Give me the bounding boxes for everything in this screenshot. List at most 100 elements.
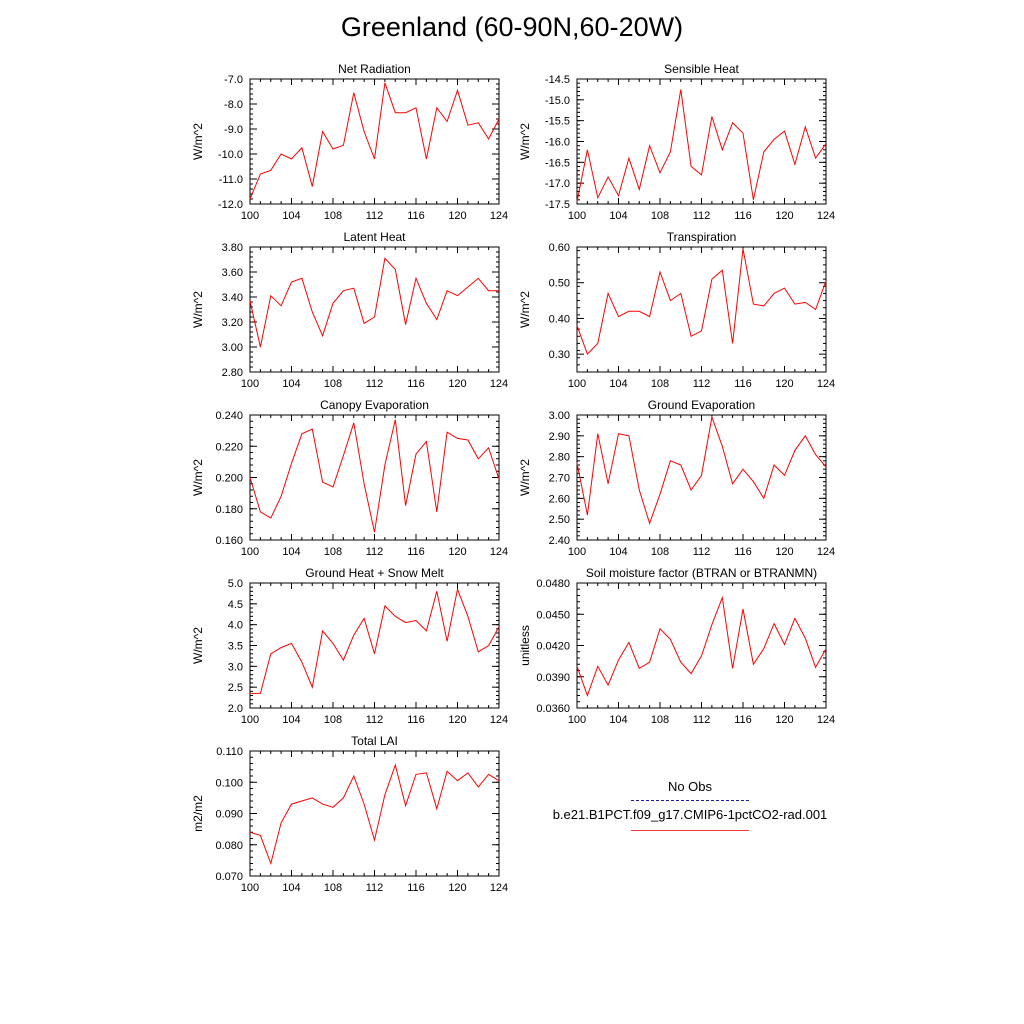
y-tick-label: 0.070 xyxy=(215,871,243,883)
y-tick-label: 2.5 xyxy=(228,682,243,694)
y-tick-label: -11.0 xyxy=(219,174,243,186)
x-tick-label: 108 xyxy=(651,714,669,726)
legend-obs-label: No Obs xyxy=(667,779,713,794)
x-tick-label: 124 xyxy=(490,378,508,390)
x-tick-label: 104 xyxy=(282,882,300,894)
y-tick-label: -16.0 xyxy=(545,137,570,149)
panel-title: Transpiration xyxy=(667,230,737,244)
y-tick-label: 4.0 xyxy=(228,620,243,632)
x-tick-label: 120 xyxy=(448,378,466,390)
y-axis-label: unitless xyxy=(518,625,532,666)
y-tick-label: 2.0 xyxy=(228,703,243,715)
y-tick-label: 0.200 xyxy=(215,473,243,485)
y-axis-label: W/m^2 xyxy=(518,123,532,160)
plot-frame xyxy=(249,246,500,373)
plot-frame xyxy=(576,78,827,205)
x-tick-label: 100 xyxy=(241,210,259,222)
x-tick-label: 112 xyxy=(693,546,711,558)
x-tick-label: 112 xyxy=(693,210,711,222)
x-tick-label: 100 xyxy=(568,378,586,390)
x-tick-label: 116 xyxy=(734,714,752,726)
panel-3: Latent Heat W/m^2 100 104 108 112 116 120 124 2.8… xyxy=(191,230,508,390)
legend-obs-line xyxy=(631,800,749,801)
y-tick-label: 2.50 xyxy=(549,514,570,526)
x-tick-label: 108 xyxy=(324,714,342,726)
x-tick-label: 112 xyxy=(366,378,384,390)
y-tick-label: 0.240 xyxy=(215,410,243,422)
panel-8: Soil moisture factor (BTRAN or BTRANMN) u… xyxy=(518,566,835,726)
series-line xyxy=(576,595,827,697)
y-tick-label: 0.0420 xyxy=(536,641,570,653)
x-tick-label: 104 xyxy=(282,546,300,558)
y-tick-label: -17.5 xyxy=(545,199,570,211)
y-tick-label: -7.0 xyxy=(224,74,243,86)
y-axis-label: W/m^2 xyxy=(191,123,205,160)
x-tick-label: 100 xyxy=(241,714,259,726)
x-tick-label: 108 xyxy=(324,882,342,894)
y-tick-label: 0.30 xyxy=(549,349,570,361)
x-tick-label: 104 xyxy=(282,714,300,726)
x-tick-label: 112 xyxy=(366,546,384,558)
plot-frame xyxy=(576,414,827,541)
y-tick-label: 0.110 xyxy=(216,746,243,758)
x-tick-label: 104 xyxy=(609,210,627,222)
panel-7: Ground Heat + Snow Melt W/m^2 100 104 108 112… xyxy=(191,566,508,726)
panel-5: Canopy Evaporation W/m^2 100 104 108 112 116 12… xyxy=(191,398,508,558)
y-tick-label: -17.0 xyxy=(545,178,570,190)
y-axis-label: W/m^2 xyxy=(191,627,205,664)
x-tick-label: 112 xyxy=(693,378,711,390)
x-tick-label: 104 xyxy=(609,714,627,726)
legend-case-line xyxy=(631,830,749,831)
x-tick-label: 116 xyxy=(407,210,425,222)
x-tick-label: 108 xyxy=(651,210,669,222)
x-tick-label: 112 xyxy=(366,714,384,726)
x-tick-label: 124 xyxy=(817,546,835,558)
y-tick-label: 2.60 xyxy=(549,493,570,505)
y-tick-label: 3.5 xyxy=(228,641,243,653)
y-tick-label: 0.090 xyxy=(215,809,243,821)
y-tick-label: 0.0360 xyxy=(536,703,570,715)
x-tick-label: 120 xyxy=(448,210,466,222)
x-tick-label: 120 xyxy=(775,378,793,390)
y-tick-label: -12.0 xyxy=(218,199,243,211)
y-tick-label: -14.5 xyxy=(545,74,570,86)
x-tick-label: 104 xyxy=(609,378,627,390)
x-tick-label: 120 xyxy=(448,546,466,558)
panel-title: Soil moisture factor (BTRAN or BTRANMN) xyxy=(586,566,817,580)
y-tick-label: 3.40 xyxy=(222,292,243,304)
y-tick-label: 3.00 xyxy=(549,410,570,422)
x-tick-label: 112 xyxy=(693,714,711,726)
y-tick-label: 3.0 xyxy=(228,661,243,673)
plot-frame xyxy=(249,78,500,205)
y-axis-label: W/m^2 xyxy=(518,291,532,328)
y-tick-label: 0.60 xyxy=(549,242,570,254)
y-tick-label: 2.90 xyxy=(549,431,570,443)
panel-2: Sensible Heat W/m^2 100 104 108 112 116 120 124 -… xyxy=(518,62,835,222)
y-axis-label: W/m^2 xyxy=(191,291,205,328)
series-line xyxy=(249,257,499,348)
x-tick-label: 124 xyxy=(490,546,508,558)
y-tick-label: 2.70 xyxy=(549,473,570,485)
panel-title: Latent Heat xyxy=(343,230,406,244)
y-tick-label: 0.180 xyxy=(215,504,243,516)
y-tick-label: -15.0 xyxy=(545,95,570,107)
x-tick-label: 108 xyxy=(324,378,342,390)
series-line xyxy=(249,82,500,200)
x-tick-label: 100 xyxy=(568,546,586,558)
x-tick-label: 124 xyxy=(490,210,508,222)
y-tick-label: 3.80 xyxy=(222,242,243,254)
y-tick-label: -8.0 xyxy=(224,99,243,111)
x-tick-label: 116 xyxy=(734,546,752,558)
y-tick-label: 0.080 xyxy=(215,840,243,852)
panel-9: Total LAI m2/m2 100 104 108 112 116 120 124 0.070… xyxy=(191,734,508,894)
panel-title: Sensible Heat xyxy=(664,62,739,76)
x-tick-label: 124 xyxy=(490,882,508,894)
x-tick-label: 116 xyxy=(407,378,425,390)
x-tick-label: 120 xyxy=(775,714,793,726)
x-tick-label: 124 xyxy=(817,210,835,222)
x-tick-label: 116 xyxy=(734,210,752,222)
x-tick-label: 124 xyxy=(490,714,508,726)
y-tick-label: -16.5 xyxy=(545,157,570,169)
panel-title: Ground Evaporation xyxy=(648,398,755,412)
y-tick-label: 0.0480 xyxy=(536,578,570,590)
